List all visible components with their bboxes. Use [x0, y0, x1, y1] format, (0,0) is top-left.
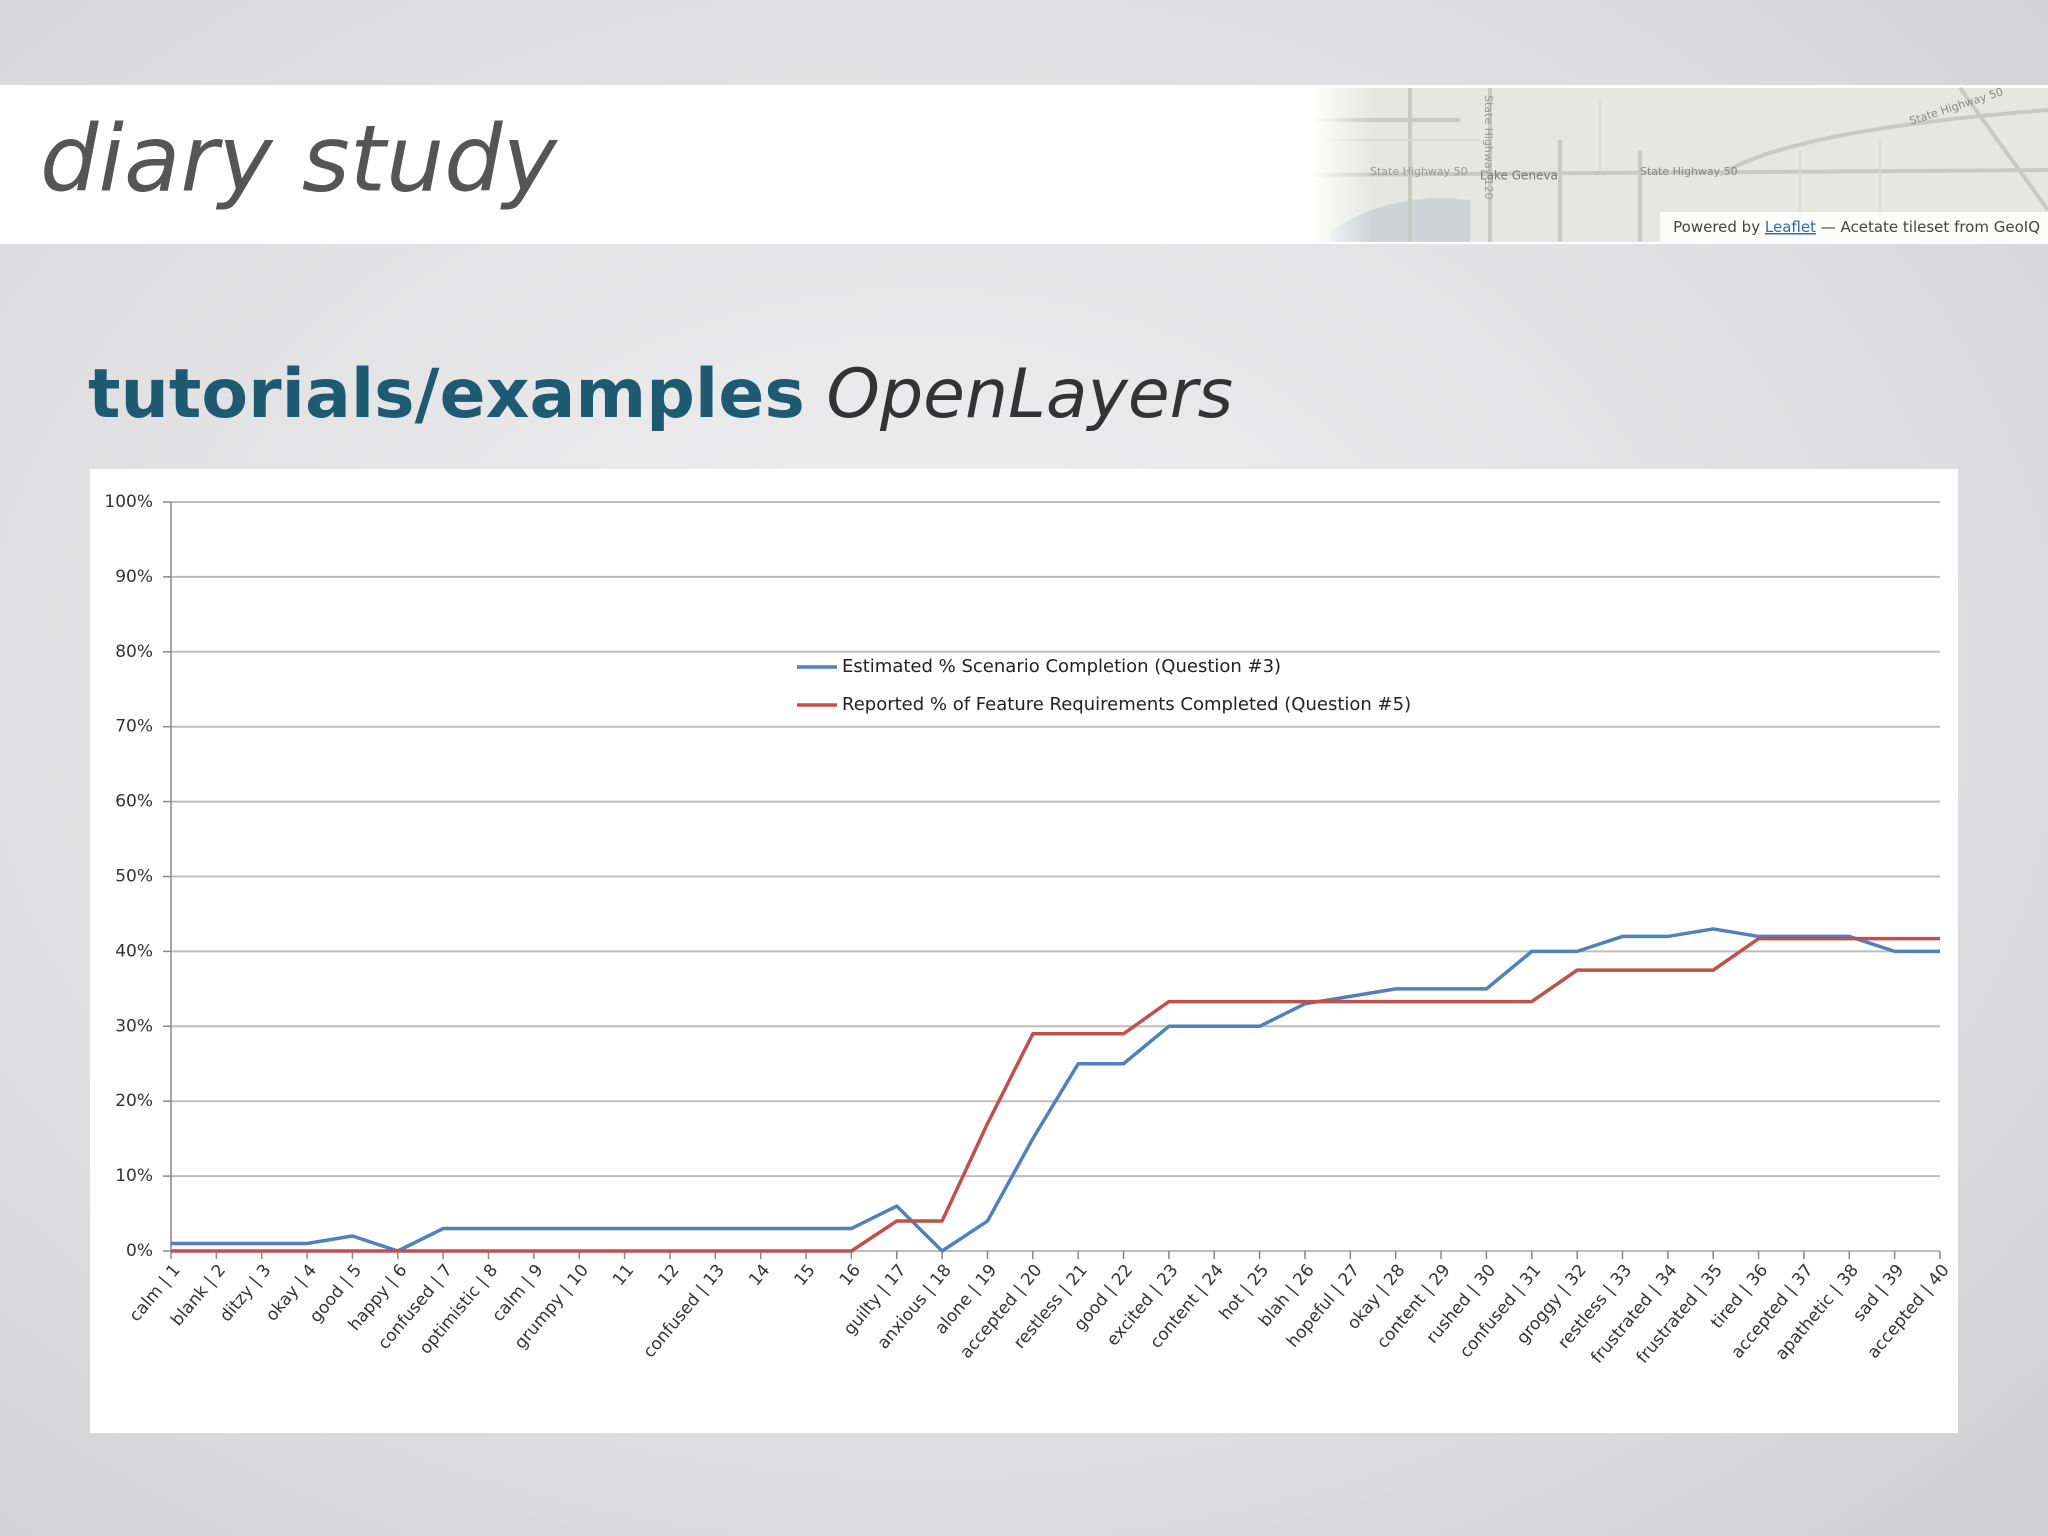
series-line — [171, 927, 1940, 1253]
y-tick-label: 90% — [115, 567, 153, 587]
map-label: State Highway 120 — [1482, 95, 1495, 200]
slide-title: diary study — [40, 105, 559, 212]
attribution-prefix: Powered by — [1673, 218, 1760, 236]
y-tick-label: 100% — [104, 492, 153, 512]
map-label: State Highway 50 — [1640, 165, 1738, 178]
y-tick-label: 80% — [115, 642, 153, 662]
attribution-link[interactable]: Leaflet — [1765, 218, 1816, 236]
heading-strong: tutorials/examples — [88, 355, 805, 434]
slide-heading: tutorials/examples OpenLayers — [88, 355, 1233, 434]
map-thumbnail — [1309, 85, 2048, 244]
map-label: State Highway 50 — [1370, 165, 1468, 178]
y-tick-label: 10% — [115, 1166, 153, 1186]
y-tick-label: 0% — [126, 1241, 153, 1261]
legend-label: Estimated % Scenario Completion (Questio… — [842, 656, 1281, 677]
y-tick-label: 70% — [115, 717, 153, 737]
y-tick-label: 40% — [115, 941, 153, 961]
heading-em: OpenLayers — [826, 355, 1233, 434]
y-tick-label: 30% — [115, 1016, 153, 1036]
legend-label: Reported % of Feature Requirements Compl… — [842, 694, 1411, 715]
y-tick-label: 50% — [115, 867, 153, 887]
map-attribution: Powered by Leaflet — Acetate tileset fro… — [1673, 218, 2040, 236]
series-line — [171, 936, 1940, 1253]
map-label: Lake Geneva — [1480, 169, 1558, 183]
attribution-suffix: — Acetate tileset from GeoIQ — [1821, 218, 2040, 236]
y-tick-label: 60% — [115, 792, 153, 812]
y-tick-label: 20% — [115, 1091, 153, 1111]
